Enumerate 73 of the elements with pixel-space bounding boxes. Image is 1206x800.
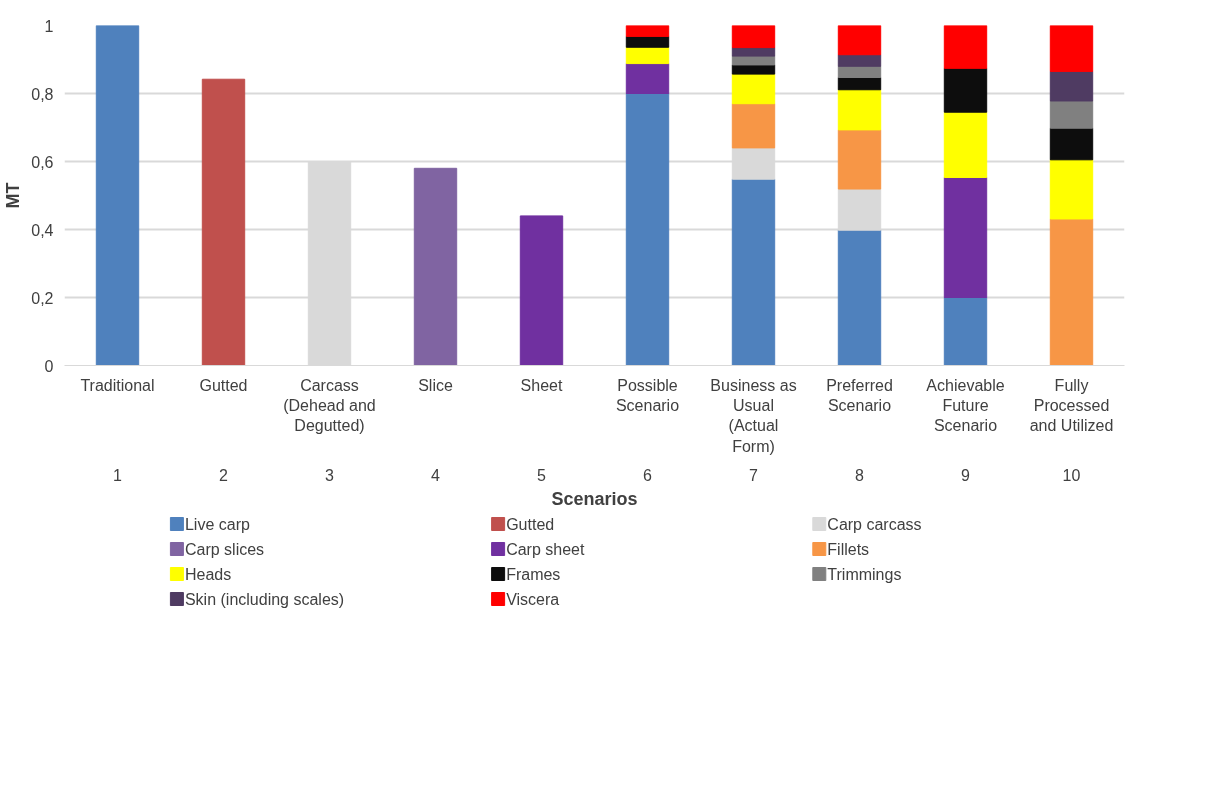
y-tick-label: 1 xyxy=(44,17,54,35)
legend-label: Carp sheet xyxy=(506,540,585,558)
text: 6 xyxy=(643,466,653,484)
bar xyxy=(837,188,882,231)
bar xyxy=(731,103,776,149)
bar xyxy=(731,178,776,366)
legend-label: Fillets xyxy=(827,540,870,558)
text: 8 xyxy=(855,466,865,484)
bar xyxy=(837,229,882,366)
text: 7 xyxy=(749,466,759,484)
bar xyxy=(95,25,140,366)
bar xyxy=(837,25,882,56)
text: 9 xyxy=(961,466,971,484)
bar xyxy=(837,129,882,190)
text: 1 xyxy=(113,466,123,484)
text: 3 xyxy=(325,466,335,484)
bar xyxy=(1049,127,1094,161)
x-tick-label: Traditional xyxy=(80,376,155,394)
text: 4 xyxy=(431,466,441,484)
x-tick-label: Gutted xyxy=(199,376,248,394)
legend-label: Carp carcass xyxy=(827,515,922,533)
bar xyxy=(943,176,988,298)
bar xyxy=(1049,100,1094,129)
bar xyxy=(731,73,776,105)
text: 2 xyxy=(219,466,229,484)
bar xyxy=(413,167,458,366)
bar xyxy=(943,25,988,69)
text: 10 xyxy=(1062,466,1081,484)
y-tick-label: 0,2 xyxy=(31,289,54,307)
text: 5 xyxy=(537,466,547,484)
legend-label: Live carp xyxy=(184,515,250,533)
legend-label: Gutted xyxy=(506,515,555,533)
bar xyxy=(625,63,670,94)
bar xyxy=(625,93,670,366)
bar xyxy=(625,25,670,37)
bar xyxy=(837,77,882,91)
y-axis-title: MT xyxy=(3,182,24,209)
bar xyxy=(943,297,988,366)
x-tick-label: Preferred Scenario xyxy=(826,376,893,414)
x-axis-title: Scenarios xyxy=(551,488,638,509)
bar xyxy=(731,147,776,180)
x-tick-label: Achievable Future Scenario xyxy=(926,376,1005,435)
bar xyxy=(731,25,776,49)
legend-label: Heads xyxy=(184,565,232,583)
bar xyxy=(1049,218,1094,366)
y-tick-label: 0,4 xyxy=(31,221,54,239)
bar xyxy=(943,111,988,178)
x-tick-label: Carcass (Dehead and Degutted) xyxy=(283,376,376,435)
legend-label: Carp slices xyxy=(184,540,265,558)
x-tick-label: Business as Usual (Actual Form) xyxy=(710,376,797,455)
bar xyxy=(625,35,670,48)
bar xyxy=(201,78,246,366)
bar xyxy=(731,55,776,66)
bar xyxy=(1049,25,1094,72)
bar xyxy=(731,47,776,57)
x-tick-label: Slice xyxy=(418,376,453,394)
bar xyxy=(943,67,988,113)
bar xyxy=(625,46,670,65)
legend-label: Viscera xyxy=(506,590,560,608)
bar xyxy=(519,215,564,366)
y-tick-label: 0,6 xyxy=(31,153,54,171)
legend-label: Frames xyxy=(506,565,561,583)
legend-label: Trimmings xyxy=(827,565,902,583)
x-tick-label: Sheet xyxy=(520,376,563,394)
legend-label: Skin (including scales) xyxy=(184,590,345,608)
bar xyxy=(837,54,882,67)
bar xyxy=(837,89,882,131)
bar xyxy=(1049,70,1094,102)
y-tick-label: 0 xyxy=(44,357,54,375)
bar xyxy=(1049,159,1094,220)
x-tick-label: Fully Processed and Utilized xyxy=(1029,376,1114,435)
y-tick-label: 0,8 xyxy=(31,85,54,103)
x-tick-label: Possible Scenario xyxy=(615,376,680,414)
